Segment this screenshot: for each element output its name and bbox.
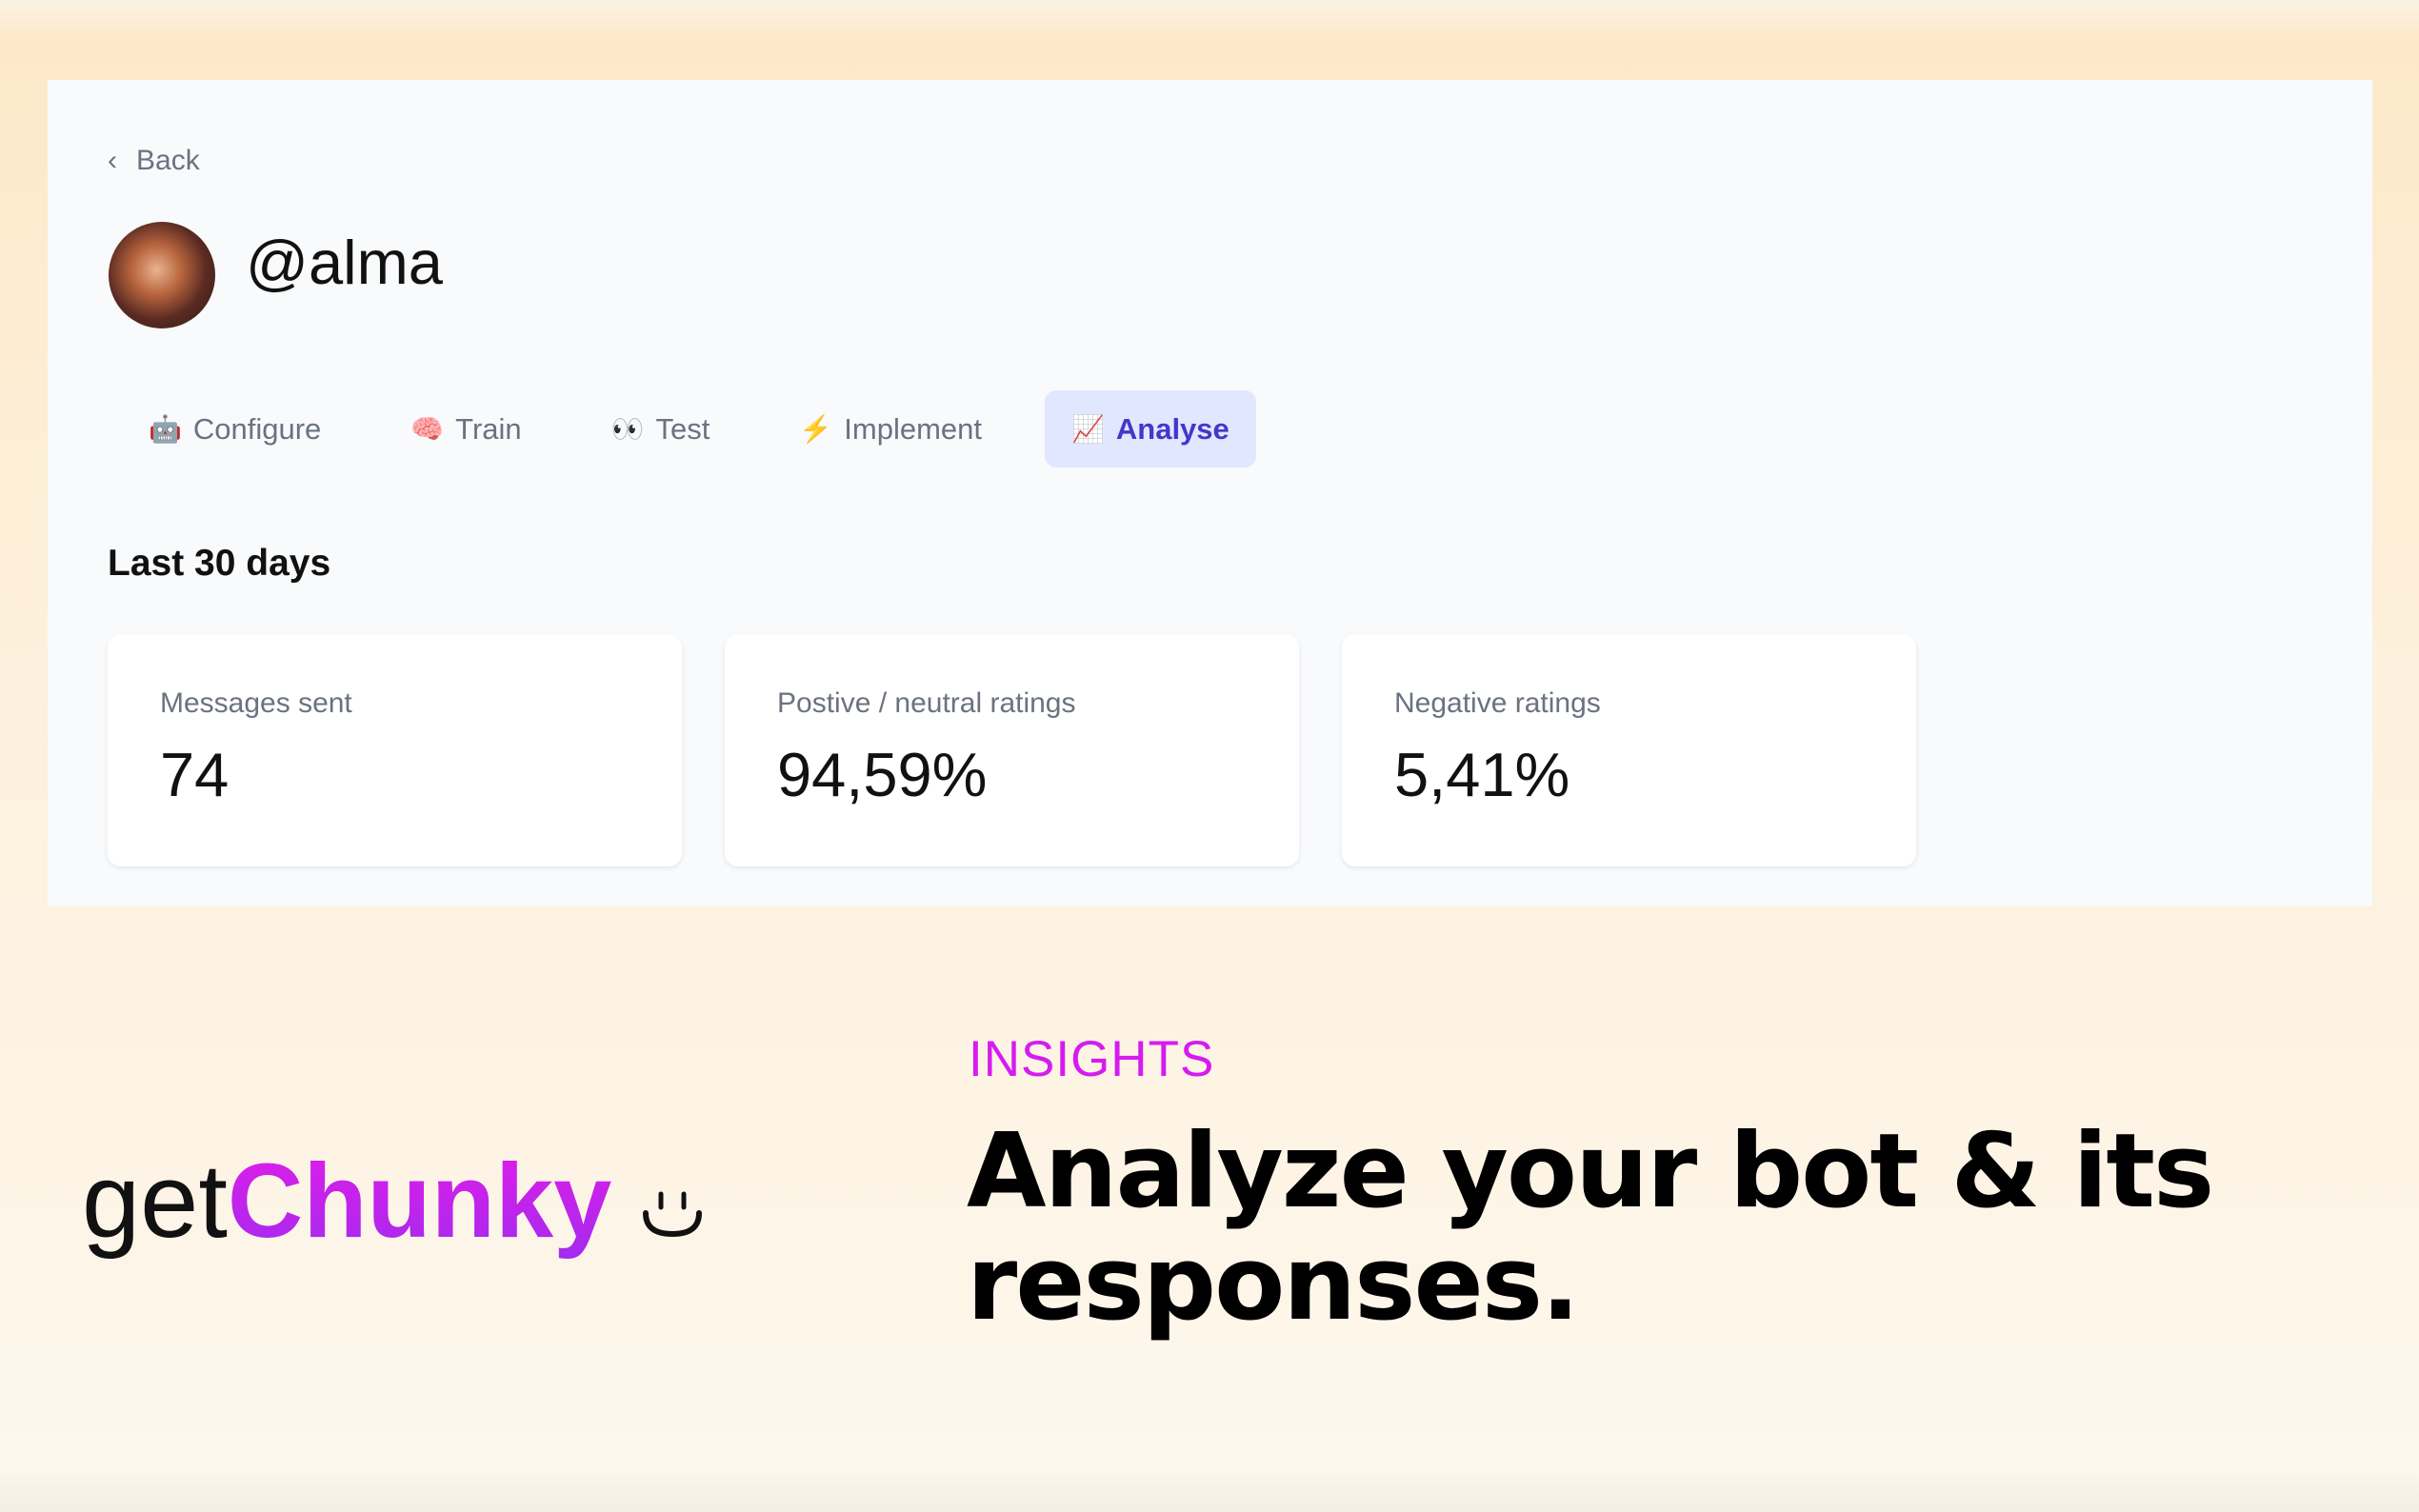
tab-implement[interactable]: ⚡ Implement [772, 390, 1009, 468]
tab-analyse[interactable]: 📈 Analyse [1045, 390, 1256, 468]
tab-test[interactable]: 👀 Test [585, 390, 737, 468]
tab-label: Configure [192, 411, 322, 446]
stat-card-positive: Postive / neutral ratings 94,59% [725, 634, 1299, 866]
tab-configure[interactable]: 🤖 Configure [122, 390, 348, 468]
eyes-icon: 👀 [610, 414, 645, 444]
eyebrow-text: INSIGHTS [969, 1031, 1215, 1087]
stat-label: Messages sent [160, 687, 352, 719]
stat-label: Negative ratings [1394, 687, 1601, 719]
bot-name: @alma [246, 228, 443, 297]
stat-value: 5,41% [1394, 740, 1570, 809]
tab-label: Analyse [1115, 411, 1229, 446]
back-link[interactable]: ‹ Back [108, 145, 200, 177]
robot-icon: 🤖 [149, 414, 182, 444]
tab-label: Test [655, 411, 710, 446]
stat-value: 94,59% [777, 740, 988, 809]
chevron-left-icon: ‹ [108, 145, 117, 176]
tab-train[interactable]: 🧠 Train [384, 390, 548, 468]
stat-card-negative: Negative ratings 5,41% [1342, 634, 1916, 866]
lightning-icon: ⚡ [799, 414, 833, 444]
tab-bar: 🤖 Configure 🧠 Train 👀 Test ⚡ Implement 📈 Anal… [122, 390, 1292, 468]
headline: Analyze your bot & its responses. [967, 1112, 2214, 1343]
logo-brand: Chunky [227, 1143, 612, 1260]
getchunky-logo: get Chunky [82, 1141, 611, 1262]
tab-label: Implement [844, 411, 982, 446]
logo-prefix: get [82, 1143, 228, 1260]
brain-icon: 🧠 [410, 414, 445, 444]
headline-line-1: Analyze your bot & its [967, 1112, 2214, 1231]
stat-value: 74 [160, 740, 230, 809]
back-label: Back [136, 145, 200, 176]
avatar [109, 222, 215, 328]
smiley-icon [643, 1191, 702, 1238]
tab-label: Train [455, 411, 522, 446]
section-title: Last 30 days [108, 543, 331, 584]
stat-label: Postive / neutral ratings [777, 687, 1076, 719]
stat-card-messages: Messages sent 74 [108, 634, 682, 866]
chart-increasing-icon: 📈 [1071, 414, 1105, 444]
headline-line-2: responses. [967, 1224, 1580, 1343]
